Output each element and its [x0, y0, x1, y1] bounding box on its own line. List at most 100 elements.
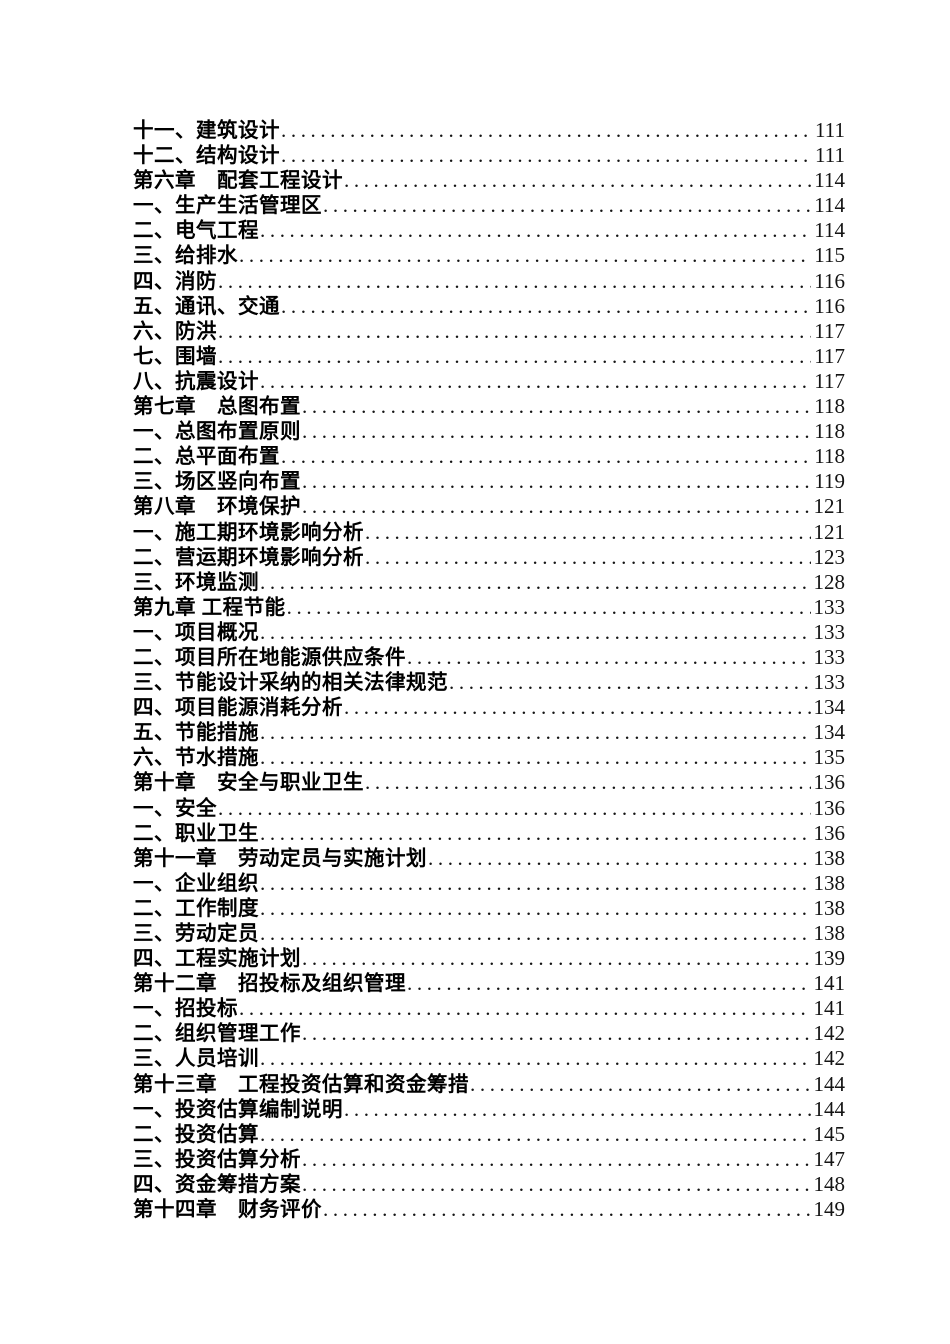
dot-leader: ........................................…: [260, 569, 811, 594]
toc-entry-item[interactable]: 一、企业组织 .................................…: [133, 871, 845, 896]
toc-entry-item[interactable]: 十二、结构设计 ................................…: [133, 143, 845, 168]
dot-leader: ........................................…: [239, 996, 811, 1021]
toc-entry-label: 第十三章 工程投资估算和资金筹措: [133, 1073, 469, 1096]
toc-entry-item[interactable]: 三、给排水 ..................................…: [133, 243, 845, 268]
toc-entry-item[interactable]: 二、营运期环境影响分析 ............................…: [133, 545, 845, 570]
toc-entry-item[interactable]: 六、防洪 ...................................…: [133, 319, 845, 344]
toc-entry-item[interactable]: 三、节能设计采纳的相关法律规范 ........................…: [133, 670, 845, 695]
toc-entry-item[interactable]: 七、围墙 ...................................…: [133, 344, 845, 369]
dot-leader: ........................................…: [281, 118, 813, 142]
toc-entry-page: 144: [813, 1071, 846, 1096]
toc-entry-item[interactable]: 二、项目所在地能源供应条件 ..........................…: [133, 645, 845, 670]
toc-entry-chapter[interactable]: 第九章 工程节能 ...............................…: [133, 595, 845, 620]
toc-entry-page: 117: [814, 318, 845, 343]
toc-entry-label: 三、劳动定员: [133, 923, 259, 945]
toc-entry-item[interactable]: 三、人员培训 .................................…: [133, 1046, 845, 1071]
toc-entry-item[interactable]: 一、投资估算编制说明 .............................…: [133, 1097, 845, 1122]
toc-entry-page: 141: [813, 996, 846, 1021]
dot-leader: ........................................…: [218, 268, 811, 293]
toc-entry-label: 四、工程实施计划: [133, 948, 301, 971]
toc-entry-item[interactable]: 一、总图布置原则 ...............................…: [133, 419, 845, 444]
toc-entry-item[interactable]: 四、消防 ...................................…: [133, 269, 845, 294]
toc-entry-page: 117: [814, 368, 845, 393]
toc-entry-item[interactable]: 四、资金筹措方案 ...............................…: [133, 1172, 845, 1197]
toc-entry-label: 十二、结构设计: [133, 145, 280, 168]
toc-entry-item[interactable]: 二、工作制度 .................................…: [133, 896, 845, 921]
toc-entry-page: 133: [813, 594, 846, 619]
toc-entry-page: 121: [813, 494, 846, 519]
toc-entry-item[interactable]: 四、项目能源消耗分析 .............................…: [133, 695, 845, 720]
toc-entry-label: 一、总图布置原则: [133, 421, 301, 444]
toc-entry-label: 三、节能设计采纳的相关法律规范: [133, 672, 448, 695]
dot-leader: ........................................…: [302, 494, 811, 519]
toc-entry-label: 五、节能措施: [133, 722, 259, 745]
toc-entry-page: 118: [814, 394, 845, 419]
dot-leader: ........................................…: [260, 870, 811, 895]
toc-entry-page: 141: [813, 971, 846, 996]
dot-leader: ........................................…: [281, 293, 811, 318]
toc-entry-page: 144: [813, 1096, 846, 1121]
toc-entry-label: 第十章 安全与职业卫生: [133, 772, 364, 795]
toc-entry-label: 六、防洪: [133, 320, 217, 343]
dot-leader: ........................................…: [260, 218, 812, 243]
toc-entry-item[interactable]: 三、环境监测 .................................…: [133, 570, 845, 595]
toc-entry-label: 第十二章 招投标及组织管理: [133, 973, 406, 996]
dot-leader: ........................................…: [260, 820, 811, 845]
toc-entry-item[interactable]: 二、投资估算 .................................…: [133, 1122, 845, 1147]
toc-entry-item[interactable]: 三、劳动定员 .................................…: [133, 921, 845, 946]
toc-entry-label: 三、场区竖向布置: [133, 471, 301, 494]
toc-entry-label: 第十四章 财务评价: [133, 1199, 322, 1222]
toc-entry-label: 二、项目所在地能源供应条件: [133, 646, 406, 669]
dot-leader: ........................................…: [407, 644, 811, 669]
toc-entry-chapter[interactable]: 第八章 环境保护 ...............................…: [133, 494, 845, 519]
toc-entry-chapter[interactable]: 第十四章 财务评价 ..............................…: [133, 1197, 845, 1222]
toc-entry-chapter[interactable]: 第六章 配套工程设计 .............................…: [133, 168, 845, 193]
toc-entry-page: 145: [813, 1121, 846, 1146]
dot-leader: ........................................…: [281, 444, 811, 469]
toc-entry-item[interactable]: 一、招投标 ..................................…: [133, 996, 845, 1021]
toc-entry-chapter[interactable]: 第十章 安全与职业卫生 ............................…: [133, 770, 845, 795]
toc-entry-item[interactable]: 三、场区竖向布置 ...............................…: [133, 469, 845, 494]
dot-leader: ........................................…: [260, 1121, 811, 1146]
dot-leader: ........................................…: [302, 1146, 811, 1171]
toc-entry-item[interactable]: 四、工程实施计划 ...............................…: [133, 946, 845, 971]
toc-entry-item[interactable]: 二、电气工程 .................................…: [133, 218, 845, 243]
toc-entry-item[interactable]: 二、组织管理工作 ...............................…: [133, 1021, 845, 1046]
toc-entry-item[interactable]: 一、生产生活管理区 ..............................…: [133, 193, 845, 218]
toc-entry-item[interactable]: 一、施工期环境影响分析 ............................…: [133, 520, 845, 545]
toc-entry-item[interactable]: 一、安全 ...................................…: [133, 796, 845, 821]
toc-entry-chapter[interactable]: 第七章 总图布置 ...............................…: [133, 394, 845, 419]
toc-entry-label: 三、环境监测: [133, 571, 259, 594]
dot-leader: ........................................…: [218, 318, 811, 343]
toc-entry-item[interactable]: 三、投资估算分析 ...............................…: [133, 1147, 845, 1172]
toc-entry-label: 二、组织管理工作: [133, 1023, 301, 1046]
toc-entry-item[interactable]: 六、节水措施 .................................…: [133, 745, 845, 770]
dot-leader: ........................................…: [239, 243, 812, 268]
toc-entry-chapter[interactable]: 第十二章 招投标及组织管理 ..........................…: [133, 971, 845, 996]
toc-entry-label: 三、人员培训: [133, 1048, 259, 1071]
toc-entry-label: 二、电气工程: [133, 220, 259, 243]
dot-leader: ........................................…: [449, 670, 811, 695]
toc-entry-item[interactable]: 一、项目概况 .................................…: [133, 620, 845, 645]
toc-entry-page: 142: [813, 1046, 846, 1071]
toc-entry-page: 149: [813, 1197, 846, 1222]
toc-entry-chapter[interactable]: 第十一章 劳动定员与实施计划 .........................…: [133, 846, 845, 871]
toc-entry-item[interactable]: 五、通讯、交通 ................................…: [133, 294, 845, 319]
toc-entry-page: 142: [813, 1021, 846, 1046]
dot-leader: ........................................…: [344, 1096, 811, 1121]
dot-leader: ........................................…: [260, 745, 811, 770]
toc-entry-label: 四、项目能源消耗分析: [133, 697, 343, 720]
dot-leader: ........................................…: [323, 1197, 811, 1222]
toc-entry-page: 128: [813, 569, 846, 594]
toc-entry-item[interactable]: 二、总平面布置 ................................…: [133, 444, 845, 469]
dot-leader: ........................................…: [302, 1021, 811, 1046]
toc-entry-item[interactable]: 八、抗震设计 .................................…: [133, 369, 845, 394]
toc-entry-item[interactable]: 十一、建筑设计 ................................…: [133, 118, 845, 143]
dot-leader: ........................................…: [260, 619, 811, 644]
toc-entry-chapter[interactable]: 第十三章 工程投资估算和资金筹措 .......................…: [133, 1072, 845, 1097]
toc-entry-item[interactable]: 二、职业卫生 .................................…: [133, 821, 845, 846]
toc-entry-item[interactable]: 五、节能措施 .................................…: [133, 720, 845, 745]
toc-entry-label: 一、招投标: [133, 998, 238, 1021]
dot-leader: ........................................…: [281, 143, 813, 168]
dot-leader: ........................................…: [302, 946, 811, 971]
